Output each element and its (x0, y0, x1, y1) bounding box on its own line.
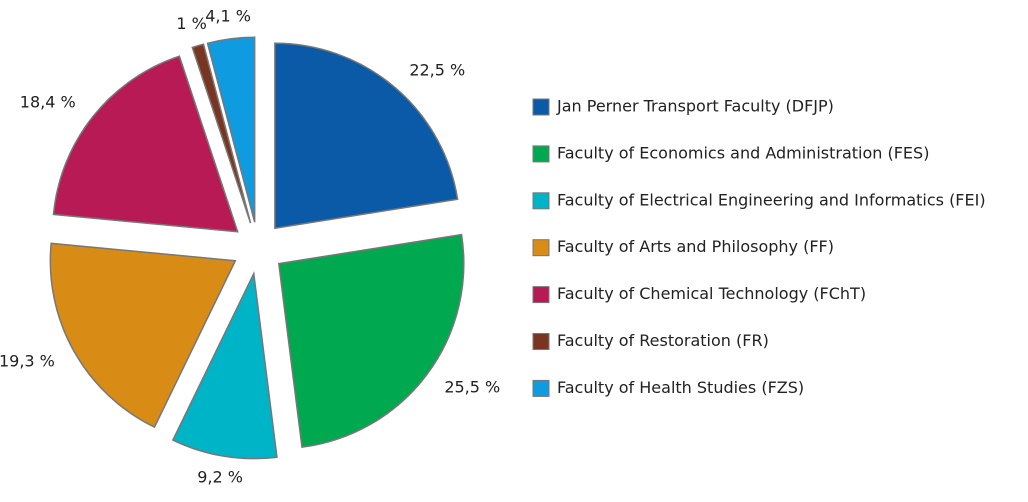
data-label: 18,4 % (20, 92, 76, 111)
pie-slice (52, 55, 239, 233)
legend-swatch (532, 286, 550, 304)
legend-swatch (532, 239, 550, 257)
pie-slice (206, 36, 256, 223)
data-label: 1 % (176, 14, 206, 33)
legend-label: Faculty of Electrical Engineering and In… (557, 190, 986, 209)
data-label: 22,5 % (409, 60, 465, 79)
legend-label: Faculty of Arts and Philosophy (FF) (557, 237, 834, 256)
legend-swatch (532, 333, 550, 350)
data-label: 25,5 % (444, 377, 500, 396)
pie-slice (191, 43, 252, 224)
data-label: 19,3 % (0, 352, 55, 371)
data-label: 4,1 % (205, 6, 251, 25)
legend-swatch (532, 379, 550, 397)
legend-label: Faculty of Economics and Administration … (557, 143, 929, 162)
data-label: 9,2 % (197, 467, 243, 486)
legend-label: Faculty of Health Studies (FZS) (557, 378, 804, 397)
legend-swatch (532, 145, 550, 163)
legend-label: Faculty of Restoration (FR) (557, 331, 769, 350)
legend-swatch (532, 192, 550, 210)
legend-label: Faculty of Chemical Technology (FChT) (557, 284, 866, 303)
pie-slice (49, 242, 237, 429)
legend-label: Jan Perner Transport Faculty (DFJP) (556, 97, 834, 116)
legend-swatch (532, 98, 550, 116)
pie-slice (277, 233, 465, 448)
pie-slice (274, 42, 459, 230)
pie-slice (171, 271, 278, 460)
